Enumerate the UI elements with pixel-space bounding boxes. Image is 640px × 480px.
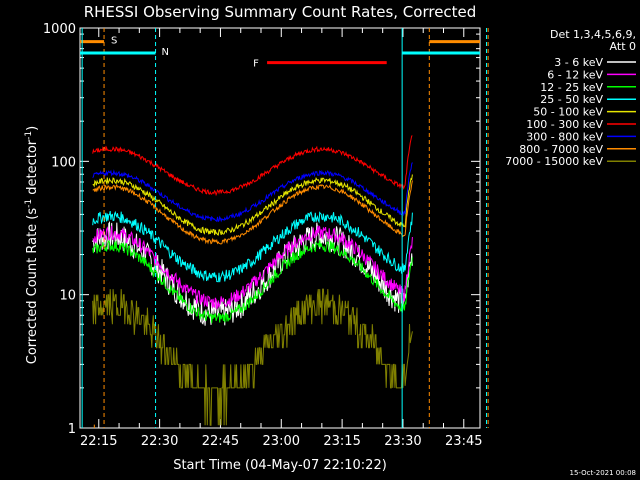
series-line [92, 135, 413, 197]
x-tick-label: 22:45 [202, 434, 239, 449]
saa-label: S [111, 36, 117, 47]
plot-border [79, 27, 481, 429]
legend-label: 50 - 100 keV [533, 106, 603, 119]
x-axis-label: Start Time (04-May-07 22:10:22) [173, 458, 387, 473]
x-tick-label: 22:15 [80, 434, 117, 449]
series-line [92, 174, 413, 236]
legend-label: 100 - 300 keV [526, 118, 603, 131]
x-tick-label: 23:00 [263, 434, 300, 449]
night-label: N [162, 47, 169, 58]
y-tick-label: 1000 [43, 22, 76, 37]
x-tick-label: 23:15 [323, 434, 360, 449]
y-axis-label: Corrected Count Rate (s-1 detector-1) [24, 126, 40, 364]
legend-label: 800 - 7000 keV [519, 143, 603, 156]
y-axis-label-sup: -1 [24, 131, 34, 140]
series-line [92, 288, 413, 426]
legend-label: 300 - 800 keV [526, 130, 603, 143]
legend-label: 3 - 6 keV [554, 56, 603, 69]
x-tick-label: 23:45 [445, 434, 482, 449]
x-tick-label: 22:30 [141, 434, 178, 449]
flare-label: F [253, 59, 259, 70]
series-line [92, 220, 413, 326]
y-axis-label-part: ) [25, 126, 40, 131]
legend-label: 25 - 50 keV [540, 93, 603, 106]
series-line [92, 210, 413, 283]
series-line [92, 180, 413, 245]
footer-timestamp: 15-Oct-2021 00:08 [570, 469, 636, 477]
legend-header: Det 1,3,4,5,6,9, [550, 28, 636, 41]
y-tick-label: 10 [59, 289, 76, 304]
y-tick-label: 1 [68, 422, 76, 437]
legend-label: 6 - 12 keV [547, 68, 603, 81]
series-line [92, 162, 413, 223]
chart-title: RHESSI Observing Summary Count Rates, Co… [84, 3, 477, 21]
y-tick-label: 100 [51, 155, 76, 170]
series-line [92, 239, 413, 324]
y-axis-label-part: Corrected Count Rate (s [25, 208, 40, 365]
legend-header: Att 0 [610, 40, 636, 53]
legend-label: 7000 - 15000 keV [505, 155, 603, 168]
plot-area: 1 10 100 1000 22:15 22:30 22:45 23:00 23:15 23:30… [43, 22, 489, 449]
x-tick-label: 23:30 [384, 434, 421, 449]
series-line [92, 225, 413, 310]
legend-label: 12 - 25 keV [540, 81, 603, 94]
y-axis-label-part: detector [25, 139, 40, 199]
y-axis-label-sup: -1 [24, 199, 34, 208]
